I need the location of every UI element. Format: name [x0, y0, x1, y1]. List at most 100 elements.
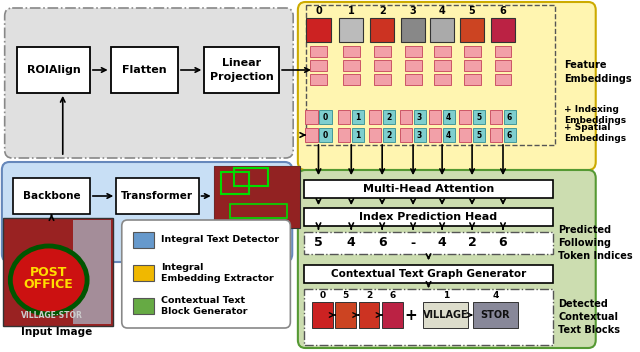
- FancyBboxPatch shape: [400, 110, 412, 124]
- FancyBboxPatch shape: [504, 110, 516, 124]
- FancyBboxPatch shape: [305, 265, 553, 283]
- FancyBboxPatch shape: [214, 166, 300, 228]
- FancyBboxPatch shape: [430, 18, 454, 42]
- FancyBboxPatch shape: [490, 128, 502, 142]
- Text: + Indexing
Embeddings: + Indexing Embeddings: [564, 105, 626, 125]
- Text: 6: 6: [507, 113, 512, 121]
- FancyBboxPatch shape: [383, 128, 396, 142]
- FancyBboxPatch shape: [116, 178, 198, 214]
- FancyBboxPatch shape: [473, 302, 518, 328]
- FancyBboxPatch shape: [383, 110, 396, 124]
- FancyBboxPatch shape: [404, 74, 422, 85]
- Text: 3: 3: [417, 113, 422, 121]
- Text: 2: 2: [366, 291, 372, 301]
- FancyBboxPatch shape: [310, 46, 327, 57]
- FancyBboxPatch shape: [434, 74, 451, 85]
- Text: 4: 4: [446, 113, 451, 121]
- FancyBboxPatch shape: [338, 128, 350, 142]
- FancyBboxPatch shape: [404, 46, 422, 57]
- Text: Transformer: Transformer: [122, 191, 193, 201]
- Text: 5: 5: [468, 6, 476, 16]
- FancyBboxPatch shape: [473, 110, 485, 124]
- FancyBboxPatch shape: [459, 128, 471, 142]
- Text: 4: 4: [347, 237, 356, 250]
- Text: Index Prediction Head: Index Prediction Head: [360, 212, 497, 222]
- Text: VILLAGE·STOR: VILLAGE·STOR: [20, 312, 83, 321]
- Text: Contextual Text
Block Generator: Contextual Text Block Generator: [161, 296, 248, 316]
- Text: 1: 1: [348, 6, 355, 16]
- Text: -: -: [410, 237, 415, 250]
- Text: Predicted
Following
Token Indices: Predicted Following Token Indices: [558, 225, 633, 261]
- Text: 3: 3: [417, 131, 422, 139]
- FancyBboxPatch shape: [204, 47, 279, 93]
- Text: 5: 5: [476, 113, 481, 121]
- FancyBboxPatch shape: [343, 74, 360, 85]
- Text: 5: 5: [314, 237, 323, 250]
- FancyBboxPatch shape: [374, 74, 390, 85]
- Text: 3: 3: [410, 6, 417, 16]
- FancyBboxPatch shape: [319, 128, 332, 142]
- FancyBboxPatch shape: [463, 74, 481, 85]
- FancyBboxPatch shape: [133, 265, 154, 281]
- FancyBboxPatch shape: [490, 110, 502, 124]
- Text: 1: 1: [355, 131, 360, 139]
- Text: 2: 2: [468, 237, 476, 250]
- FancyBboxPatch shape: [460, 18, 484, 42]
- FancyBboxPatch shape: [305, 110, 317, 124]
- Text: 2: 2: [386, 113, 391, 121]
- Text: 2: 2: [386, 131, 391, 139]
- Text: 6: 6: [389, 291, 396, 301]
- FancyBboxPatch shape: [414, 110, 426, 124]
- FancyBboxPatch shape: [111, 47, 178, 93]
- Text: Linear
Projection: Linear Projection: [210, 58, 273, 82]
- FancyBboxPatch shape: [463, 46, 481, 57]
- Text: OFFICE: OFFICE: [24, 277, 74, 290]
- FancyBboxPatch shape: [369, 128, 381, 142]
- Text: 4: 4: [492, 291, 499, 301]
- FancyBboxPatch shape: [434, 46, 451, 57]
- FancyBboxPatch shape: [305, 232, 553, 254]
- FancyBboxPatch shape: [359, 302, 380, 328]
- Text: 0: 0: [323, 113, 328, 121]
- FancyBboxPatch shape: [133, 232, 154, 248]
- FancyBboxPatch shape: [298, 2, 596, 170]
- FancyBboxPatch shape: [404, 60, 422, 71]
- Text: 0: 0: [315, 6, 322, 16]
- Text: 5: 5: [476, 131, 481, 139]
- FancyBboxPatch shape: [374, 46, 390, 57]
- Text: 6: 6: [500, 6, 506, 16]
- Text: STOR: STOR: [481, 310, 510, 320]
- FancyBboxPatch shape: [305, 289, 553, 345]
- FancyBboxPatch shape: [310, 60, 327, 71]
- Text: 1: 1: [355, 113, 360, 121]
- FancyBboxPatch shape: [4, 8, 293, 158]
- FancyBboxPatch shape: [473, 128, 485, 142]
- Text: 6: 6: [378, 237, 387, 250]
- FancyBboxPatch shape: [374, 60, 390, 71]
- FancyBboxPatch shape: [214, 166, 300, 228]
- Text: Feature
Embeddings: Feature Embeddings: [564, 61, 632, 84]
- Text: Flatten: Flatten: [122, 65, 166, 75]
- FancyBboxPatch shape: [443, 128, 455, 142]
- FancyBboxPatch shape: [424, 302, 468, 328]
- Text: + Spatial
Embeddings: + Spatial Embeddings: [564, 122, 626, 143]
- Text: 4: 4: [438, 237, 447, 250]
- Text: Backbone: Backbone: [22, 191, 81, 201]
- FancyBboxPatch shape: [305, 180, 553, 198]
- FancyBboxPatch shape: [312, 302, 333, 328]
- FancyBboxPatch shape: [400, 128, 412, 142]
- FancyBboxPatch shape: [369, 110, 381, 124]
- Text: 2: 2: [379, 6, 385, 16]
- Text: Contextual Text Graph Generator: Contextual Text Graph Generator: [331, 269, 526, 279]
- FancyBboxPatch shape: [495, 46, 511, 57]
- FancyBboxPatch shape: [352, 128, 364, 142]
- FancyBboxPatch shape: [491, 18, 515, 42]
- FancyBboxPatch shape: [495, 74, 511, 85]
- FancyBboxPatch shape: [17, 47, 90, 93]
- FancyBboxPatch shape: [3, 218, 113, 326]
- FancyBboxPatch shape: [343, 46, 360, 57]
- FancyBboxPatch shape: [2, 162, 292, 262]
- Text: Detected
Contextual
Text Blocks: Detected Contextual Text Blocks: [558, 299, 620, 335]
- Text: 0: 0: [323, 131, 328, 139]
- FancyBboxPatch shape: [459, 110, 471, 124]
